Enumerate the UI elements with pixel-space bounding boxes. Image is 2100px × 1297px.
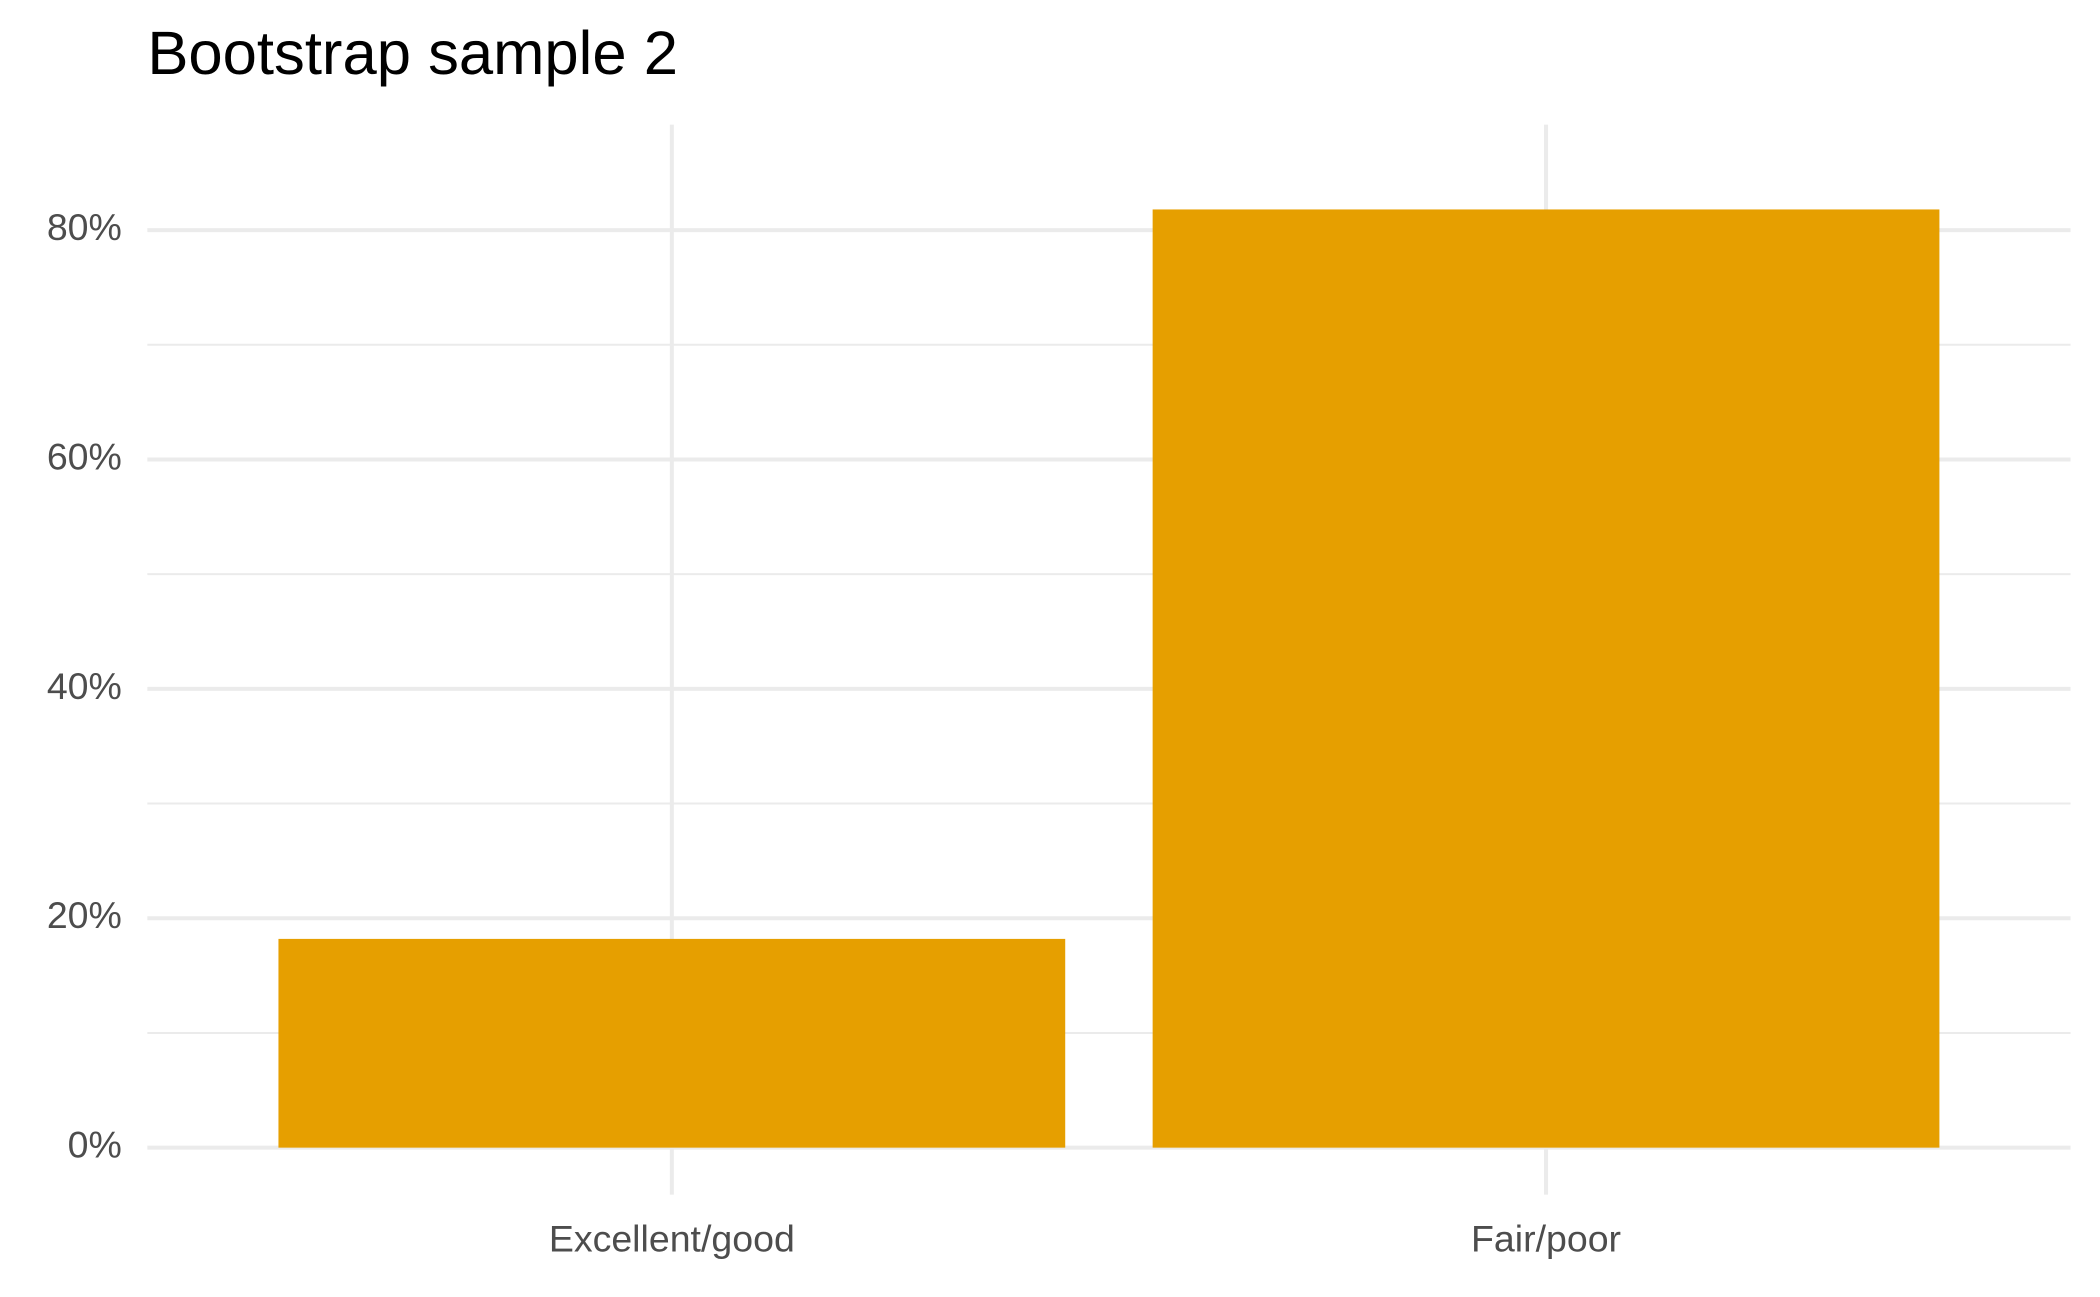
y-tick-label: 40% <box>47 665 122 707</box>
chart-title: Bootstrap sample 2 <box>147 19 678 88</box>
y-tick-label: 0% <box>68 1124 122 1166</box>
y-tick-label: 60% <box>47 435 122 477</box>
bar <box>278 938 1066 1148</box>
x-tick-label: Fair/poor <box>1471 1217 1621 1259</box>
x-tick-label: Excellent/good <box>549 1217 795 1259</box>
bar <box>1152 209 1940 1148</box>
y-tick-label: 80% <box>47 206 122 248</box>
y-tick-label: 20% <box>47 894 122 936</box>
